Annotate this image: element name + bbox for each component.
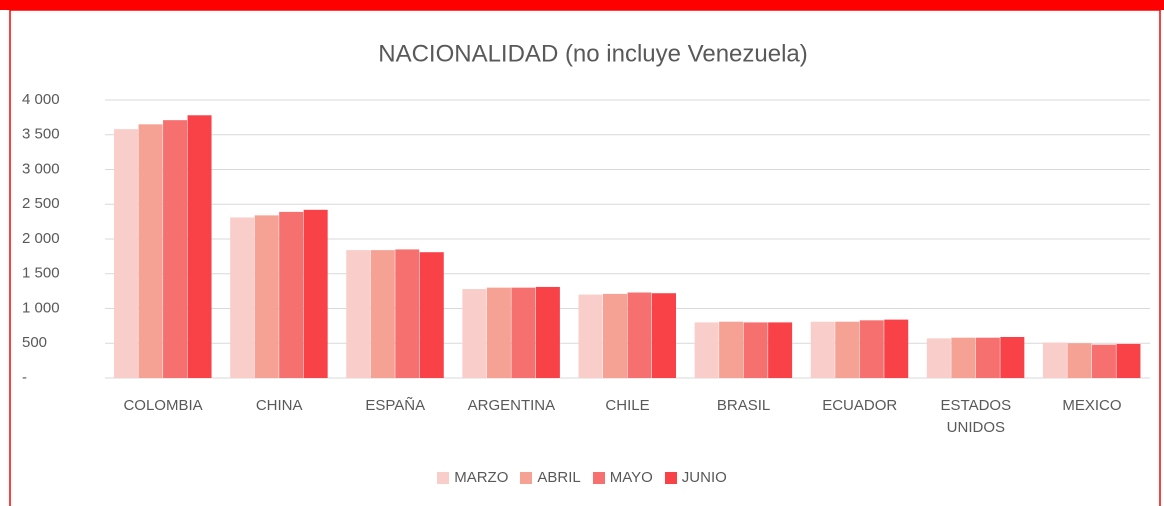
bar [486, 287, 511, 378]
bar [419, 252, 444, 378]
x-tick-label: COLOMBIA [123, 397, 203, 414]
bar [187, 115, 212, 378]
y-tick-label: 500 [22, 334, 47, 351]
bar [1000, 336, 1025, 378]
y-tick-label: 3 500 [22, 126, 60, 143]
legend: MARZO ABRIL MAYO JUNIO [0, 469, 1164, 486]
bar [975, 337, 1000, 378]
bar [768, 322, 793, 378]
x-tick-label: ESPAÑA [365, 397, 426, 414]
legend-swatch [664, 471, 677, 484]
frame [9, 9, 1161, 506]
x-tick-label: BRASIL [716, 397, 771, 414]
legend-swatch [437, 471, 450, 484]
bar [884, 319, 909, 378]
bar [1091, 344, 1116, 378]
x-tick-label: ARGENTINA [467, 397, 556, 414]
y-tick-label: - [22, 369, 27, 386]
x-tick-label: ECUADOR [822, 397, 898, 414]
bar [743, 322, 768, 378]
bar [1067, 343, 1092, 378]
banner [0, 0, 1164, 10]
bar [346, 250, 371, 378]
bar [114, 129, 139, 378]
legend-label: ABRIL [537, 469, 581, 486]
bar [719, 321, 744, 378]
bar [303, 209, 328, 378]
bar [163, 120, 188, 378]
legend-item: MAYO [592, 469, 653, 486]
bar [279, 211, 304, 378]
bar [138, 124, 163, 378]
y-tick-label: 4 000 [22, 91, 60, 108]
bar [926, 338, 951, 378]
bar [230, 217, 255, 378]
legend-item: MARZO [437, 469, 508, 486]
x-tick-label: CHINA [255, 397, 303, 414]
legend-swatch [520, 471, 533, 484]
x-tick-label: ESTADOS UNIDOS [940, 397, 1012, 436]
bar [951, 337, 976, 378]
bar [578, 294, 603, 378]
x-tick-label: MEXICO [1062, 397, 1122, 414]
legend-label: MAYO [609, 469, 653, 486]
bar [1116, 343, 1141, 378]
legend-label: JUNIO [681, 469, 727, 486]
y-tick-label: 1 000 [22, 299, 60, 316]
bar [859, 320, 884, 378]
bar [395, 249, 420, 378]
bar [462, 289, 487, 378]
y-tick-label: 1 500 [22, 265, 60, 282]
bar [694, 322, 719, 378]
bar [835, 321, 860, 378]
legend-item: JUNIO [664, 469, 727, 486]
bar [603, 293, 627, 378]
legend-swatch [592, 471, 605, 484]
bar [627, 292, 652, 378]
legend-label: MARZO [454, 469, 509, 486]
y-tick-label: 3 000 [22, 160, 60, 177]
bar [810, 321, 835, 378]
x-tick-label: CHILE [605, 397, 650, 414]
bar [1042, 342, 1067, 378]
y-tick-label: 2 500 [22, 195, 60, 212]
legend-item: ABRIL [520, 469, 581, 486]
bar [652, 293, 676, 378]
chart-title: NACIONALIDAD (no incluye Venezuela) [378, 40, 808, 67]
bar [535, 286, 560, 378]
bar [254, 215, 279, 378]
y-tick-label: 2 000 [22, 230, 60, 247]
bar [370, 250, 395, 378]
bar [511, 287, 536, 378]
